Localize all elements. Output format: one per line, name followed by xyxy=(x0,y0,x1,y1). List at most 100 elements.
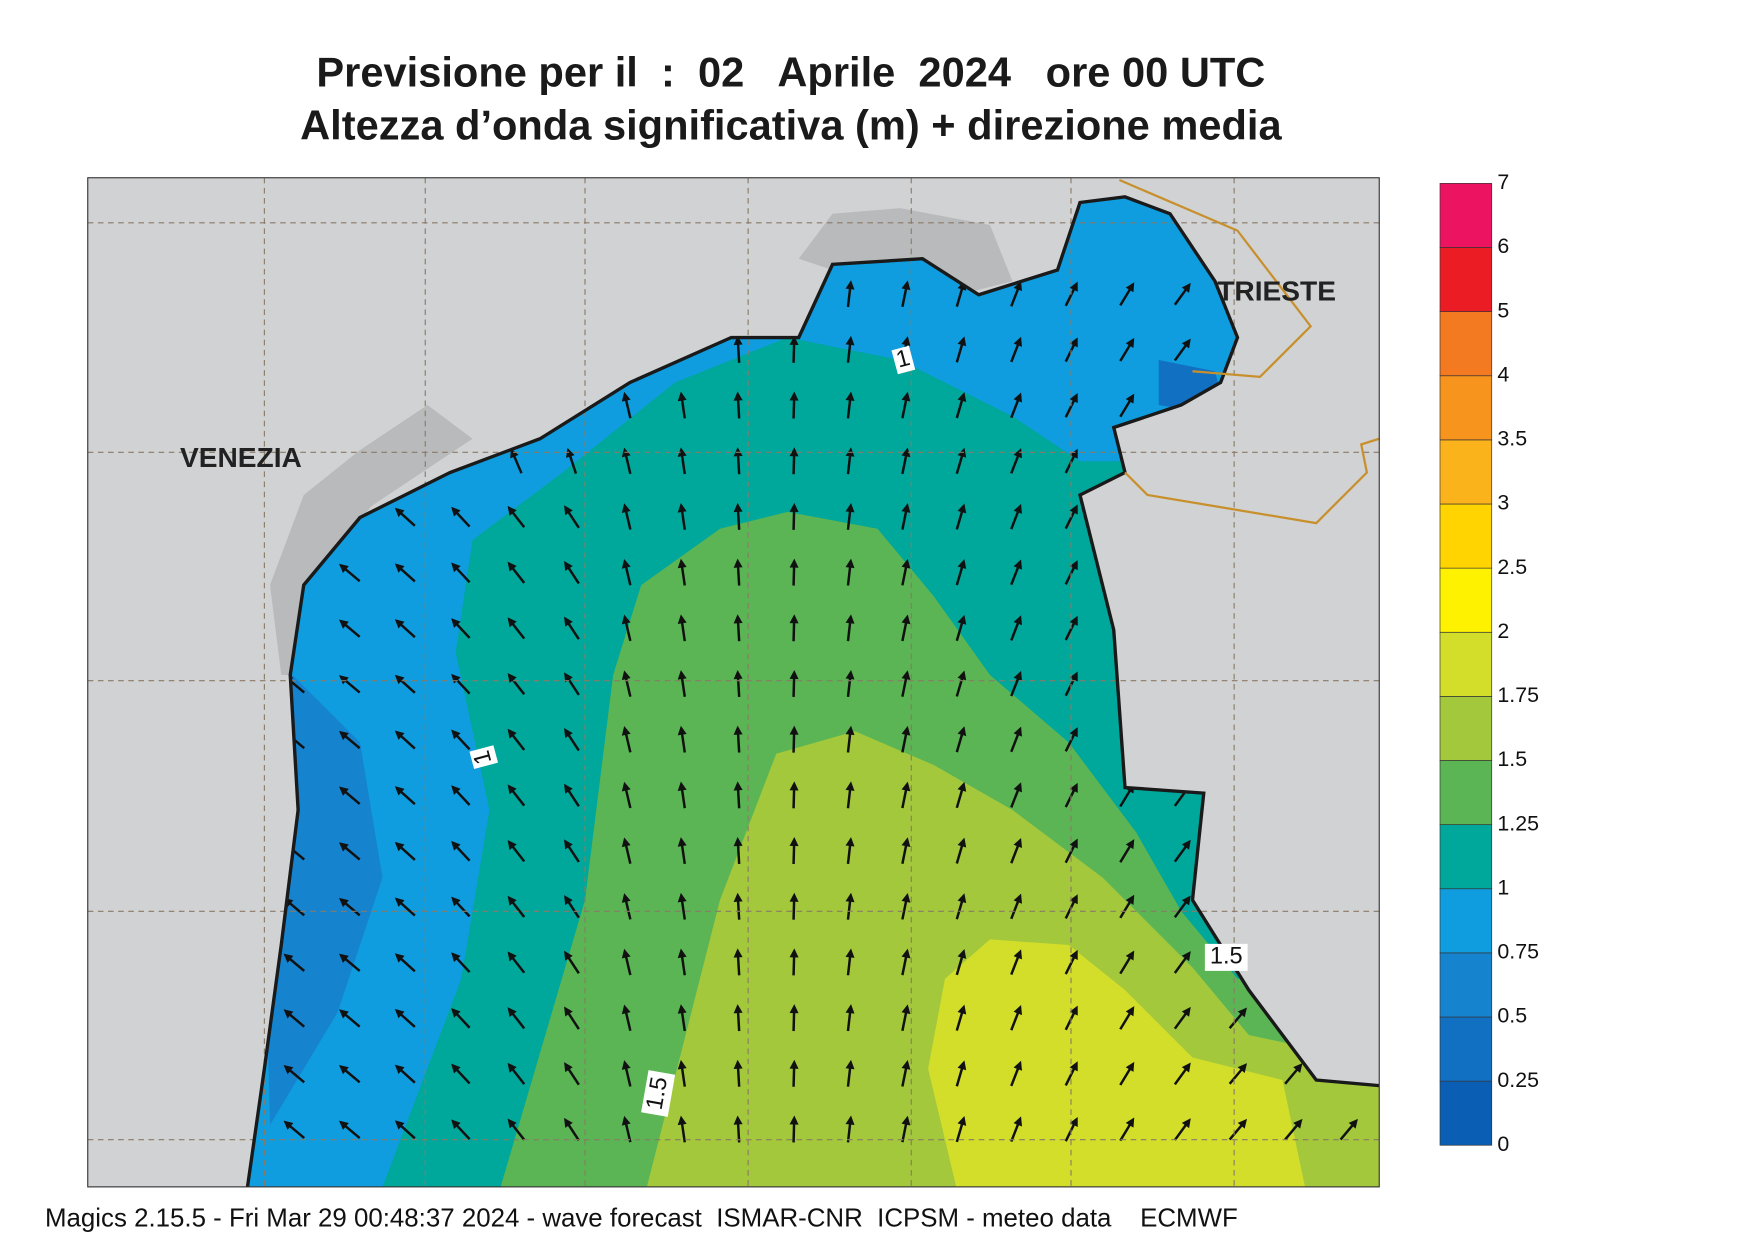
arrow xyxy=(1010,837,1022,864)
arrow xyxy=(677,837,687,865)
footer: Magics 2.15.5 - Fri Mar 29 00:48:37 2024… xyxy=(45,1204,1238,1232)
colorbar-swatch xyxy=(1439,760,1493,825)
arrow-head xyxy=(621,503,631,514)
arrow xyxy=(845,781,855,809)
arrow xyxy=(564,783,580,807)
colorbar-swatch xyxy=(1439,696,1493,761)
arrow xyxy=(507,895,526,918)
arrow-head xyxy=(507,784,517,795)
arrow xyxy=(339,563,361,583)
arrow-head xyxy=(339,1120,349,1130)
arrow xyxy=(677,1004,687,1032)
arrow-head xyxy=(901,1004,911,1015)
arrow-head xyxy=(507,840,517,850)
arrow xyxy=(901,503,911,530)
colorbar-swatch xyxy=(1439,183,1493,248)
arrow-head xyxy=(957,781,967,792)
arrow-head xyxy=(957,1004,967,1015)
arrow xyxy=(1173,895,1191,919)
arrow xyxy=(451,562,471,584)
arrow xyxy=(1228,1118,1248,1141)
arrow-head xyxy=(901,948,911,959)
arrow-head xyxy=(394,730,405,740)
arrow xyxy=(507,1118,526,1141)
arrow xyxy=(1119,1061,1135,1086)
arrow xyxy=(955,559,967,586)
contour-label: 1 xyxy=(469,748,498,767)
arrow-head xyxy=(957,392,967,402)
arrow-head xyxy=(901,781,911,792)
arrow xyxy=(677,1115,687,1143)
arrow-head xyxy=(1069,949,1078,960)
arrow xyxy=(901,837,911,864)
arrow xyxy=(564,1062,580,1086)
arrow xyxy=(621,1115,632,1143)
arrow-head xyxy=(564,783,573,794)
arrow-head xyxy=(339,1009,349,1019)
arrow xyxy=(1010,1116,1022,1143)
arrow-head xyxy=(733,614,743,624)
arrow xyxy=(1119,1006,1135,1030)
arrow xyxy=(451,729,471,751)
arrow xyxy=(789,1004,799,1032)
arrow-head xyxy=(733,837,743,847)
arrow xyxy=(1010,503,1022,530)
arrow-head xyxy=(1181,951,1191,962)
arrow-head xyxy=(677,391,687,402)
arrow xyxy=(621,614,632,642)
arrow-head xyxy=(621,1115,631,1126)
arrow-head xyxy=(1181,839,1191,850)
arrow xyxy=(789,447,799,475)
arrow xyxy=(845,280,855,308)
arrow-head xyxy=(733,725,743,735)
colorbar-tick-label: 1.5 xyxy=(1497,747,1527,771)
arrow xyxy=(1228,1063,1248,1085)
arrow xyxy=(901,1060,911,1087)
arrow xyxy=(733,837,743,865)
arrow-head xyxy=(1013,782,1022,793)
colorbar-tick-label: 0.5 xyxy=(1497,1004,1527,1028)
arrow xyxy=(1064,615,1078,641)
arrow-head xyxy=(901,391,911,402)
arrow-head xyxy=(339,563,349,574)
arrow xyxy=(451,618,471,639)
arrow-head xyxy=(677,1115,687,1126)
arrow xyxy=(1010,615,1022,641)
arrow xyxy=(564,950,580,975)
arrow-head xyxy=(733,558,743,568)
arrow-head xyxy=(394,953,405,963)
arrow-head xyxy=(789,725,799,735)
arrow-head xyxy=(621,837,631,848)
arrow-head xyxy=(1069,782,1078,793)
arrow xyxy=(451,785,471,806)
arrow xyxy=(677,948,687,976)
colorbar-tick-label: 5 xyxy=(1497,298,1509,322)
arrow xyxy=(955,948,967,976)
colorbar-tick-label: 1.25 xyxy=(1497,811,1539,835)
arrow xyxy=(394,897,416,917)
arrow xyxy=(621,503,632,530)
arrow-head xyxy=(394,1120,405,1130)
arrow-head xyxy=(1181,1062,1191,1073)
colorbar-tick-label: 4 xyxy=(1497,362,1509,386)
arrow xyxy=(1064,727,1078,752)
arrow-head xyxy=(901,1060,911,1070)
arrow xyxy=(1010,1005,1022,1031)
arrow-head xyxy=(507,617,517,628)
arrow xyxy=(677,725,687,753)
arrow xyxy=(1284,1118,1303,1141)
arrow xyxy=(1010,893,1022,920)
arrow-head xyxy=(507,895,517,906)
arrow-head xyxy=(901,503,911,513)
arrow xyxy=(955,726,967,753)
arrow-head xyxy=(1069,838,1078,849)
arrow-head xyxy=(1293,1118,1303,1129)
arrow-head xyxy=(1013,893,1022,904)
arrow-head xyxy=(789,614,799,624)
arrow xyxy=(339,953,361,972)
arrow-head xyxy=(677,725,687,736)
arrow xyxy=(1173,282,1191,306)
title-line-1: Previsione per il : 02 Aprile 2024 ore 0… xyxy=(316,49,1265,96)
arrow-head xyxy=(677,558,687,569)
arrow xyxy=(901,1115,911,1143)
